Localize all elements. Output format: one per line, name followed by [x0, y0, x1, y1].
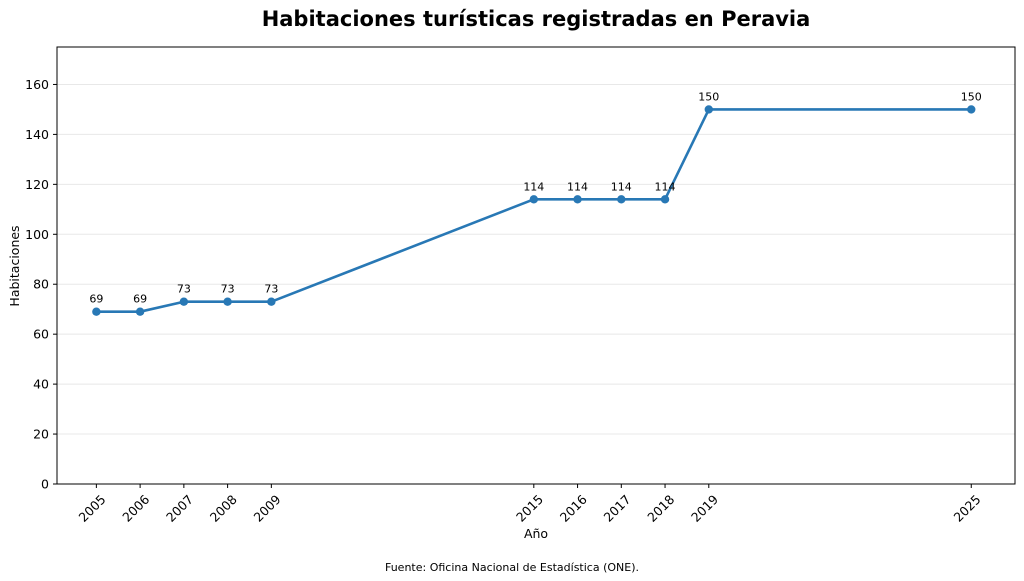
y-tick-label-8: 160: [25, 77, 49, 92]
x-tick-label-9: 2019: [688, 492, 721, 525]
y-tick-label-5: 100: [25, 227, 49, 242]
plot-frame: [56, 46, 1016, 485]
x-tick-label-6: 2016: [557, 492, 590, 525]
data-point-5: [529, 195, 539, 204]
data-point-6: [573, 195, 582, 204]
y-tick-label-4: 80: [33, 277, 49, 292]
x-tick-label-10: 2025: [950, 492, 983, 525]
series: [92, 105, 976, 316]
x-tick-label-4: 2009: [251, 492, 284, 525]
data-point-9: [704, 105, 713, 114]
data-point-0: [92, 307, 101, 316]
x-tick-label-7: 2017: [601, 492, 634, 525]
data-label-7: 114: [611, 180, 632, 193]
data-point-3: [223, 297, 232, 306]
x-tick-label-0: 2005: [76, 492, 109, 525]
x-axis: 2005 2006 2007 2008 2009 2015 2016 2017 2018 2019…: [76, 484, 984, 525]
data-labels: 69 69 73 73 73 114 114 114 114 150 150: [89, 90, 981, 305]
y-axis: 0 20 40 60 80 100 120 140 160: [25, 77, 57, 492]
y-axis-label: Habitaciones: [7, 225, 22, 306]
chart-title: Habitaciones turísticas registradas en P…: [262, 7, 811, 31]
y-tick-label-2: 40: [33, 377, 49, 392]
x-tick-label-3: 2008: [207, 492, 240, 525]
x-tick-label-5: 2015: [513, 492, 546, 525]
data-label-6: 114: [567, 180, 588, 193]
x-tick-label-1: 2006: [119, 492, 152, 525]
data-point-7: [617, 195, 626, 204]
data-label-0: 69: [89, 293, 103, 306]
data-point-4: [267, 297, 276, 306]
y-tick-label-1: 20: [33, 427, 49, 442]
x-tick-label-8: 2018: [644, 492, 677, 525]
data-label-10: 150: [961, 90, 982, 103]
x-axis-label: Año: [524, 526, 548, 541]
data-label-5: 114: [523, 180, 544, 193]
source-note: Fuente: Oficina Nacional de Estadística …: [385, 561, 639, 574]
y-tick-label-3: 60: [33, 327, 49, 342]
data-label-2: 73: [177, 283, 191, 296]
data-label-9: 150: [698, 90, 719, 103]
data-label-4: 73: [264, 283, 278, 296]
series-line: [96, 108, 972, 313]
gridlines: [57, 83, 1015, 485]
data-label-3: 73: [221, 283, 235, 296]
data-label-8: 114: [655, 180, 676, 193]
y-tick-label-0: 0: [41, 477, 49, 492]
x-tick-label-2: 2007: [163, 492, 196, 525]
data-point-2: [179, 297, 189, 306]
data-point-8: [660, 195, 670, 204]
y-tick-label-6: 120: [25, 177, 49, 192]
data-label-1: 69: [133, 293, 147, 306]
data-point-10: [967, 105, 976, 114]
y-tick-label-7: 140: [25, 127, 49, 142]
data-point-1: [135, 307, 145, 316]
